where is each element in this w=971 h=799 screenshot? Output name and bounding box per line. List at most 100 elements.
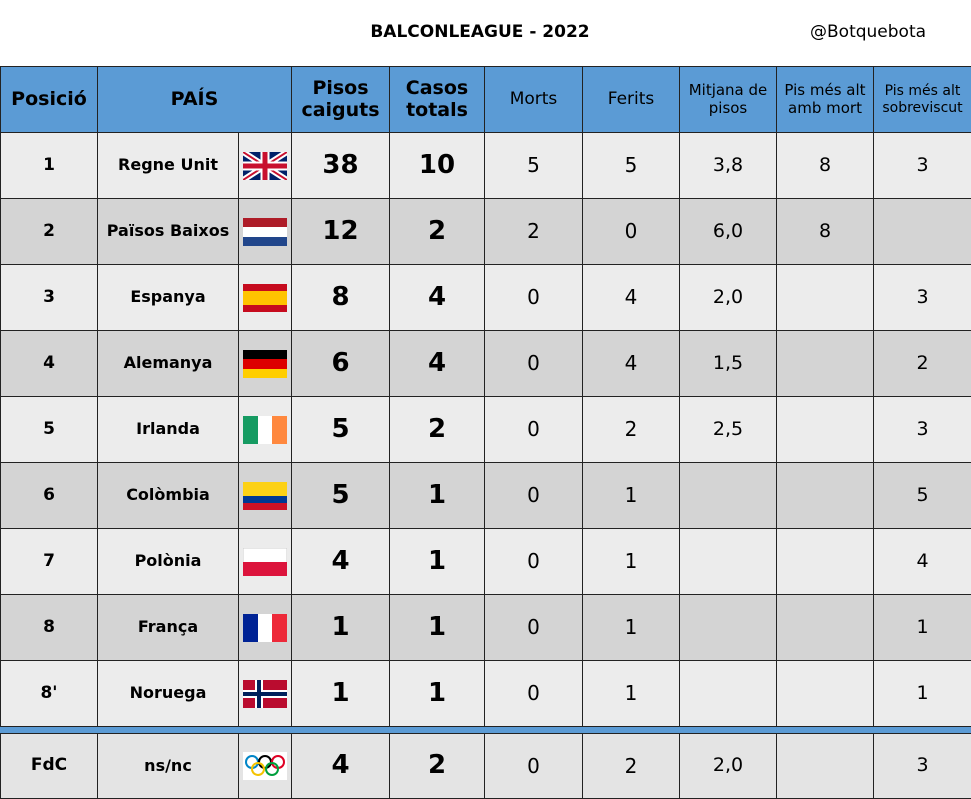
table-cell: 4 (873, 528, 971, 595)
table-cell (776, 528, 874, 595)
table-cell: 2 (389, 198, 485, 265)
table-cell: 2 (0, 198, 98, 265)
table-cell: 38 (291, 132, 390, 199)
table-cell (776, 733, 874, 799)
table-cell: 8 (0, 594, 98, 661)
country: Alemanya (97, 330, 239, 397)
table-cell: 1 (389, 594, 485, 661)
column-header: Pis més alt amb mort (776, 66, 874, 133)
table-cell: 3 (873, 396, 971, 463)
flag (243, 481, 287, 510)
country: Polònia (97, 528, 239, 595)
table-cell: 3 (873, 132, 971, 199)
table-cell: 4 (291, 733, 390, 799)
table-cell: 5 (873, 462, 971, 529)
table-cell (776, 396, 874, 463)
table-cell: 1 (0, 132, 98, 199)
table-cell (776, 264, 874, 331)
column-header: Mitjana de pisos (679, 66, 777, 133)
column-header: Morts (484, 66, 583, 133)
table-cell: 1 (291, 660, 390, 727)
table-cell: 8 (291, 264, 390, 331)
table-cell: 2 (389, 396, 485, 463)
country: ns/nc (97, 733, 239, 799)
table-cell: 2 (484, 198, 583, 265)
table-cell (873, 198, 971, 265)
flag-cell (238, 198, 292, 265)
table-cell: 0 (484, 733, 583, 799)
table-cell: 1 (389, 528, 485, 595)
table-cell (776, 462, 874, 529)
table-cell: 2 (389, 733, 485, 799)
table-cell: 1 (873, 594, 971, 661)
flag (243, 547, 287, 576)
table-cell: 0 (484, 462, 583, 529)
flag-cell (238, 660, 292, 727)
table-cell: 1 (873, 660, 971, 727)
table-cell (776, 594, 874, 661)
table-cell: 4 (389, 330, 485, 397)
table-cell: 6 (0, 462, 98, 529)
table-cell: 5 (484, 132, 583, 199)
table-cell: FdC (0, 733, 98, 799)
table-cell: 2,0 (679, 733, 777, 799)
table-cell: 0 (484, 264, 583, 331)
flag-cell (238, 462, 292, 529)
column-header: Pis més alt sobreviscut (873, 66, 971, 133)
table-cell: 6,0 (679, 198, 777, 265)
flag (243, 613, 287, 642)
table-cell: 3,8 (679, 132, 777, 199)
table-cell: 2,0 (679, 264, 777, 331)
table-cell: 3 (873, 733, 971, 799)
table-cell: 8' (0, 660, 98, 727)
table-cell (776, 330, 874, 397)
column-header: Pisos caiguts (291, 66, 390, 133)
country: Noruega (97, 660, 239, 727)
table-cell: 4 (582, 264, 680, 331)
flag-cell (238, 396, 292, 463)
table-cell: 1 (582, 594, 680, 661)
table-cell: 2,5 (679, 396, 777, 463)
flag-cell (238, 528, 292, 595)
table-cell: 0 (484, 594, 583, 661)
table-cell: 0 (484, 660, 583, 727)
handle: @Botquebota (810, 22, 927, 42)
table-cell: 1 (582, 462, 680, 529)
table-cell: 2 (873, 330, 971, 397)
table-cell (679, 528, 777, 595)
table-cell: 7 (0, 528, 98, 595)
country: Espanya (97, 264, 239, 331)
table-cell: 5 (0, 396, 98, 463)
table-cell (679, 594, 777, 661)
table-cell: 0 (484, 330, 583, 397)
flag (243, 151, 287, 180)
country: Països Baixos (97, 198, 239, 265)
table-cell: 0 (582, 198, 680, 265)
table-cell: 4 (0, 330, 98, 397)
country: França (97, 594, 239, 661)
flag-cell (238, 264, 292, 331)
flag (243, 217, 287, 246)
title: BALCONLEAGUE - 2022 (370, 22, 590, 42)
column-header: PAÍS (97, 66, 292, 133)
table-cell: 5 (582, 132, 680, 199)
table-cell: 1,5 (679, 330, 777, 397)
table-cell: 1 (582, 528, 680, 595)
flag (243, 283, 287, 312)
table-cell: 0 (484, 528, 583, 595)
column-header: Posició (0, 66, 98, 133)
flag (243, 752, 287, 780)
country: Colòmbia (97, 462, 239, 529)
table-cell: 10 (389, 132, 485, 199)
table-cell: 3 (873, 264, 971, 331)
table-cell: 12 (291, 198, 390, 265)
table-cell: 4 (291, 528, 390, 595)
table-cell: 3 (0, 264, 98, 331)
table-cell: 4 (389, 264, 485, 331)
flag (243, 349, 287, 378)
table-cell: 2 (582, 396, 680, 463)
table-cell: 2 (582, 733, 680, 799)
table-cell: 4 (582, 330, 680, 397)
table-cell (776, 660, 874, 727)
table-cell: 1 (291, 594, 390, 661)
